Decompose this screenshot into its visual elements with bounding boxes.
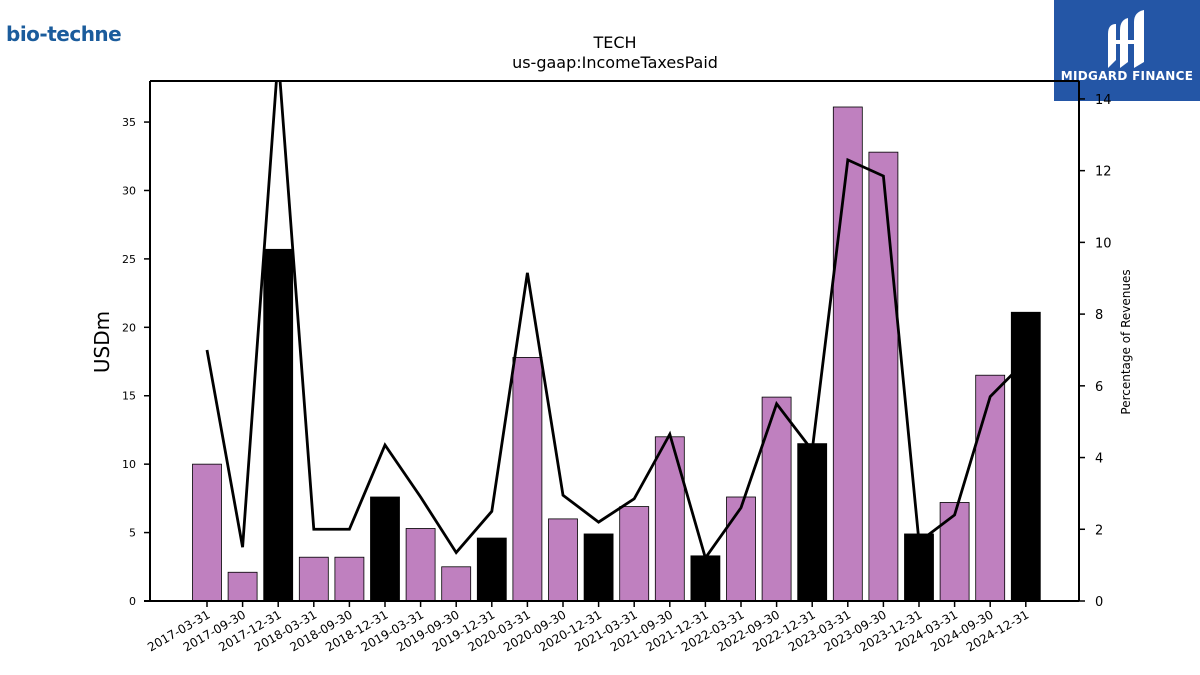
y-tick-label: 10 <box>122 458 136 471</box>
bar <box>1010 311 1041 601</box>
bar <box>192 463 222 601</box>
bar <box>939 502 970 601</box>
bar <box>726 496 756 601</box>
bar <box>797 443 828 601</box>
y2-tick-label: 12 <box>1095 165 1112 180</box>
y2-tick-label: 14 <box>1095 93 1112 108</box>
bar <box>904 533 934 601</box>
y-tick-label: 30 <box>122 184 136 197</box>
y2-tick-label: 2 <box>1095 523 1103 538</box>
company-logo: bio-techne <box>6 22 122 46</box>
y2-tick-label: 6 <box>1095 380 1103 395</box>
chart-subtitle: us-gaap:IncomeTaxesPaid <box>512 53 718 72</box>
y2-tick-label: 0 <box>1095 595 1103 610</box>
bar <box>334 556 365 601</box>
plot-area <box>192 81 1041 601</box>
bar <box>868 151 899 601</box>
bar <box>654 436 685 601</box>
bar <box>690 555 721 601</box>
y-tick-label: 5 <box>129 527 136 540</box>
y2-axis-label: Percentage of Revenues <box>1119 269 1133 414</box>
revenue-share-line <box>205 81 1027 562</box>
bar <box>548 518 578 601</box>
y-tick-label: 15 <box>122 390 136 403</box>
y2-tick-label: 10 <box>1095 236 1112 251</box>
midgard-logo-icon <box>1108 10 1144 68</box>
bar <box>975 374 1006 601</box>
bar <box>512 357 543 601</box>
y2-tick-label: 8 <box>1095 308 1103 323</box>
bar <box>583 533 614 601</box>
bar <box>370 496 400 601</box>
badge-label: MIDGARD FINANCE <box>1060 69 1194 83</box>
y-tick-label: 25 <box>122 253 136 266</box>
bar <box>263 248 294 601</box>
bar <box>298 556 329 601</box>
y-tick-label: 0 <box>129 595 136 608</box>
y-tick-label: 20 <box>122 321 136 334</box>
chart-title: TECH <box>592 33 636 52</box>
bar <box>405 528 436 601</box>
y-tick-label: 35 <box>122 116 136 129</box>
y2-tick-label: 4 <box>1095 452 1103 467</box>
bar <box>227 571 258 601</box>
y-axis-label: USDm <box>90 311 114 373</box>
bar <box>619 506 650 601</box>
bar <box>832 106 863 601</box>
plot-inner <box>192 81 1041 601</box>
bar <box>761 396 792 601</box>
bar <box>476 537 507 601</box>
bar <box>441 566 472 601</box>
